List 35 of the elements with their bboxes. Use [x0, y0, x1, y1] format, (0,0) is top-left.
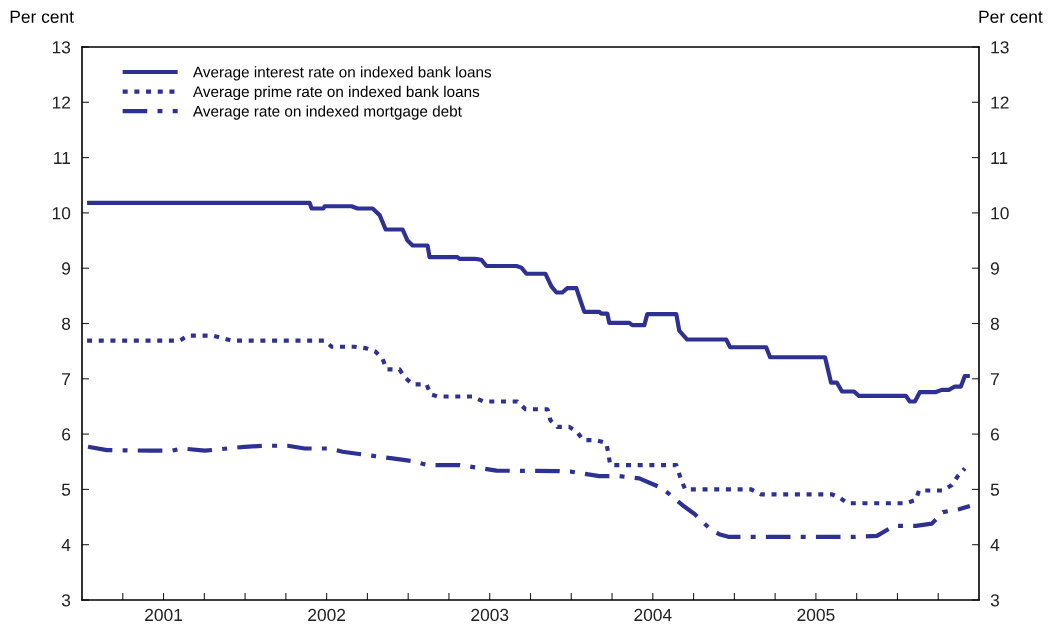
x-tick-label: 2002 — [308, 608, 346, 622]
y-axis-title: Per cent — [10, 10, 74, 23]
line-series — [84, 333, 967, 506]
y2-tick-label: 11 — [991, 151, 1008, 164]
y-tick-label: 5 — [61, 483, 71, 496]
y-tick-label: 8 — [61, 317, 71, 330]
line-series — [85, 443, 972, 540]
y-tick-label: 7 — [62, 373, 71, 386]
y-tick-label: 6 — [62, 428, 71, 441]
y2-axis-title: Per cent — [979, 10, 1043, 23]
y2-tick-label: 5 — [990, 483, 1000, 496]
y-tick-label: 3 — [61, 594, 71, 607]
legend-label: Average rate on indexed mortgage debt — [192, 105, 462, 120]
legend-label: Average prime rate on indexed bank loans — [192, 85, 480, 101]
line-series — [84, 200, 972, 404]
y-tick-label: 11 — [54, 151, 71, 164]
x-tick-label: 2003 — [471, 608, 509, 622]
y-tick-label: 13 — [52, 41, 71, 54]
y2-tick-label: 3 — [990, 594, 999, 607]
y2-tick-label: 9 — [990, 262, 999, 275]
y-tick-label: 4 — [61, 539, 71, 551]
y2-tick-label: 10 — [991, 207, 1009, 220]
x-tick-label: 2005 — [797, 608, 835, 622]
y2-tick-label: 4 — [990, 539, 1000, 551]
y-tick-label: 10 — [52, 207, 71, 220]
x-tick-label: 2001 — [145, 608, 183, 622]
y-tick-label: 9 — [62, 262, 71, 275]
y-tick-label: 12 — [52, 96, 71, 109]
y2-tick-label: 8 — [990, 317, 1000, 330]
x-tick-label: 2004 — [634, 608, 672, 622]
y2-tick-label: 7 — [991, 373, 999, 386]
y2-tick-label: 6 — [990, 428, 999, 441]
y2-tick-label: 12 — [991, 96, 1009, 109]
y2-tick-label: 13 — [991, 41, 1009, 54]
legend-label: Average interest rate on indexed bank loans — [192, 66, 492, 81]
